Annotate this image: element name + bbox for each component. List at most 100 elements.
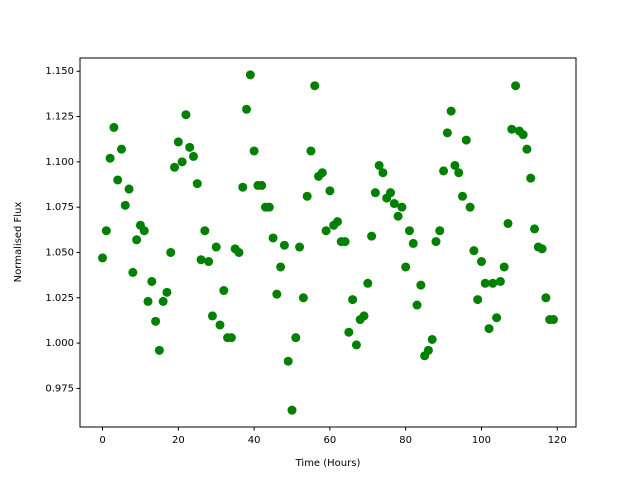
point: [522, 144, 532, 154]
point: [219, 286, 229, 296]
point: [344, 327, 354, 337]
point: [200, 226, 210, 236]
point: [423, 345, 433, 355]
point: [276, 262, 286, 272]
x-tick-label: 80: [399, 435, 412, 446]
point: [272, 289, 282, 299]
point: [154, 345, 164, 355]
point: [226, 333, 236, 343]
point: [287, 405, 297, 415]
y-axis-label: Normalised Flux: [13, 202, 24, 283]
x-tick-label: 0: [99, 435, 105, 446]
point: [204, 257, 214, 267]
point: [431, 237, 441, 247]
y-tick-label: 1.025: [45, 293, 74, 304]
point: [450, 160, 460, 170]
point: [105, 153, 115, 163]
axes-frame: [79, 57, 577, 428]
point: [416, 280, 426, 290]
point: [370, 188, 380, 198]
y-tick-label: 1.000: [45, 338, 74, 349]
point: [215, 320, 225, 330]
x-tick-label: 120: [548, 435, 567, 446]
point: [526, 173, 536, 183]
point: [435, 226, 445, 236]
point: [139, 226, 149, 236]
point: [518, 130, 528, 140]
point: [132, 235, 142, 245]
point: [530, 224, 540, 234]
point: [427, 334, 437, 344]
x-tick-label: 20: [172, 435, 185, 446]
y-tick-label: 1.125: [45, 112, 74, 123]
y-tick-label: 1.150: [45, 66, 74, 77]
point: [503, 218, 513, 228]
point: [238, 182, 248, 192]
point: [151, 316, 161, 326]
point: [298, 293, 308, 303]
point: [207, 311, 217, 321]
point: [367, 231, 377, 241]
point: [147, 276, 157, 286]
point: [393, 211, 403, 221]
point: [113, 175, 123, 185]
point: [283, 356, 293, 366]
point: [101, 226, 111, 236]
point: [177, 157, 187, 167]
point: [359, 311, 369, 321]
y-tick-label: 1.100: [45, 157, 74, 168]
point: [143, 296, 153, 306]
point: [295, 242, 305, 252]
point: [488, 278, 498, 288]
point: [196, 255, 206, 265]
point: [442, 128, 452, 138]
y-tick-label: 1.050: [45, 247, 74, 258]
point: [378, 168, 388, 178]
point: [476, 257, 486, 267]
point: [268, 233, 278, 243]
point: [317, 168, 327, 178]
point: [279, 240, 289, 250]
point: [185, 142, 195, 152]
point: [480, 278, 490, 288]
point: [548, 315, 558, 325]
point: [302, 191, 312, 201]
x-axis-label: Time (Hours): [295, 458, 361, 469]
point: [162, 287, 172, 297]
point: [495, 276, 505, 286]
point: [465, 202, 475, 212]
point: [351, 340, 361, 350]
point: [120, 200, 130, 210]
x-tick-label: 40: [248, 435, 261, 446]
point: [389, 199, 399, 209]
point: [321, 226, 331, 236]
point: [291, 333, 301, 343]
point: [511, 81, 521, 91]
point: [412, 300, 422, 310]
point: [245, 70, 255, 80]
point: [332, 217, 342, 227]
point: [439, 166, 449, 176]
point: [507, 124, 517, 134]
point: [461, 135, 471, 145]
point: [408, 238, 418, 248]
point: [492, 313, 502, 323]
x-tick-label: 60: [324, 435, 337, 446]
point: [404, 226, 414, 236]
point: [181, 110, 191, 120]
point: [348, 295, 358, 305]
point: [499, 262, 509, 272]
y-tick-label: 0.975: [45, 383, 74, 394]
point: [397, 202, 407, 212]
point: [537, 244, 547, 254]
point: [454, 168, 464, 178]
point: [458, 191, 468, 201]
point: [306, 146, 316, 156]
point: [242, 104, 252, 114]
point: [211, 242, 221, 252]
point: [340, 237, 350, 247]
point: [128, 267, 138, 277]
point: [116, 144, 126, 154]
